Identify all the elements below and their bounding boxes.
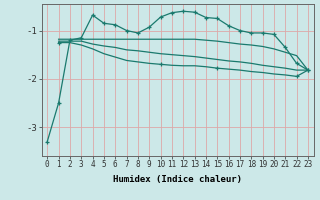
X-axis label: Humidex (Indice chaleur): Humidex (Indice chaleur) bbox=[113, 175, 242, 184]
